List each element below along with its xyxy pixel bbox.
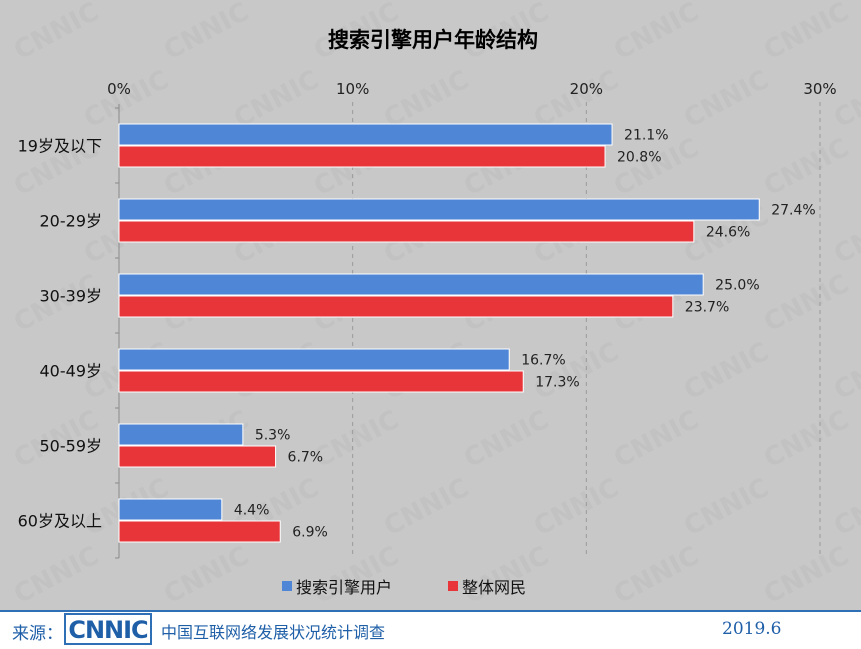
watermark-text: CNNIC [159, 541, 254, 610]
chart-title: 搜索引擎用户年龄结构 [328, 28, 538, 52]
watermark-text: CNNIC [829, 65, 861, 134]
data-label: 24.6% [706, 225, 750, 241]
source-label: 来源： [12, 624, 63, 644]
legend-label: 整体网民 [462, 578, 526, 597]
category-label: 19岁及以下 [18, 137, 102, 156]
report-date: 2019.6 [722, 619, 782, 639]
category-label: 20-29岁 [40, 212, 103, 231]
x-tick-label: 0% [107, 80, 131, 98]
category-label: 30-39岁 [40, 287, 103, 306]
legend-label: 搜索引擎用户 [296, 578, 392, 597]
bar-search-users [118, 423, 244, 446]
watermark-text: CNNIC [309, 405, 404, 474]
watermark-text: CNNIC [459, 405, 554, 474]
watermark-text: CNNIC [759, 133, 854, 202]
data-label: 23.7% [685, 300, 729, 316]
data-label: 20.8% [617, 150, 661, 166]
bar-all-netizens [118, 220, 695, 243]
watermark-text: CNNIC [459, 541, 554, 610]
footer: 来源： CNNIC 中国互联网络发展状况统计调查 2019.6 [0, 610, 861, 649]
data-label: 16.7% [521, 353, 565, 369]
watermark-text: CNNIC [679, 473, 774, 542]
watermark-text: CNNIC [679, 65, 774, 134]
watermark-text: CNNIC [759, 269, 854, 338]
survey-title: 中国互联网络发展状况统计调查 [161, 623, 386, 642]
cnnic-logo: CNNIC [64, 613, 152, 645]
logo-text: CNNIC [68, 616, 148, 644]
data-label: 21.1% [624, 128, 668, 144]
bar-all-netizens [118, 445, 277, 468]
watermark-text: CNNIC [9, 0, 104, 66]
bar-all-netizens [118, 295, 674, 318]
watermark-text: CNNIC [829, 473, 861, 542]
watermark-text: CNNIC [309, 541, 404, 610]
watermark-text: CNNIC [9, 541, 104, 610]
watermark-text: CNNIC [379, 473, 474, 542]
data-label: 25.0% [715, 278, 759, 294]
legend-swatch [448, 581, 458, 591]
data-label: 17.3% [535, 375, 579, 391]
x-tick-layer: 0% 10% 20% 30% [107, 80, 837, 98]
category-label-layer: 19岁及以下 20-29岁 30-39岁 40-49岁 50-59岁 60岁及以上 [18, 137, 102, 531]
watermark-text: CNNIC [759, 0, 854, 66]
bar-search-users [118, 273, 704, 296]
x-tick-label: 30% [803, 80, 836, 98]
x-tick-label: 20% [570, 80, 603, 98]
watermark-text: CNNIC [609, 405, 704, 474]
watermark-text: CNNIC [759, 405, 854, 474]
footer-rule [0, 610, 861, 612]
data-label: 27.4% [771, 203, 815, 219]
legend: 搜索引擎用户 整体网民 [282, 578, 526, 597]
watermark-text: CNNIC [529, 337, 624, 406]
bar-search-users [118, 348, 510, 371]
data-label: 6.7% [288, 450, 324, 466]
watermark-text: CNNIC [609, 0, 704, 66]
data-label: 6.9% [292, 525, 328, 541]
watermark-text: CNNIC [759, 541, 854, 610]
bar-all-netizens [118, 520, 281, 543]
watermark-text: CNNIC [679, 337, 774, 406]
legend-swatch [282, 581, 292, 591]
data-label: 4.4% [234, 503, 270, 519]
watermark-text: CNNIC [609, 541, 704, 610]
bar-layer [118, 123, 760, 543]
watermark-text: CNNIC [529, 473, 624, 542]
bar-search-users [118, 498, 223, 521]
bar-search-users [118, 123, 613, 146]
watermark-text: CNNIC [829, 201, 861, 270]
category-label: 40-49岁 [40, 362, 103, 381]
watermark-text: CNNIC [829, 337, 861, 406]
watermark-text: CNNIC [159, 0, 254, 66]
category-label: 60岁及以上 [18, 512, 102, 531]
category-label: 50-59岁 [40, 437, 103, 456]
bar-all-netizens [118, 370, 524, 393]
data-label-layer: 21.1% 20.8% 27.4% 24.6% 25.0% 23.7% 16.7% 17.3%… [234, 128, 816, 541]
bar-all-netizens [118, 145, 606, 168]
data-label: 5.3% [255, 428, 291, 444]
x-tick-label: 10% [336, 80, 369, 98]
grid-layer [115, 102, 821, 559]
bar-search-users [118, 198, 760, 221]
